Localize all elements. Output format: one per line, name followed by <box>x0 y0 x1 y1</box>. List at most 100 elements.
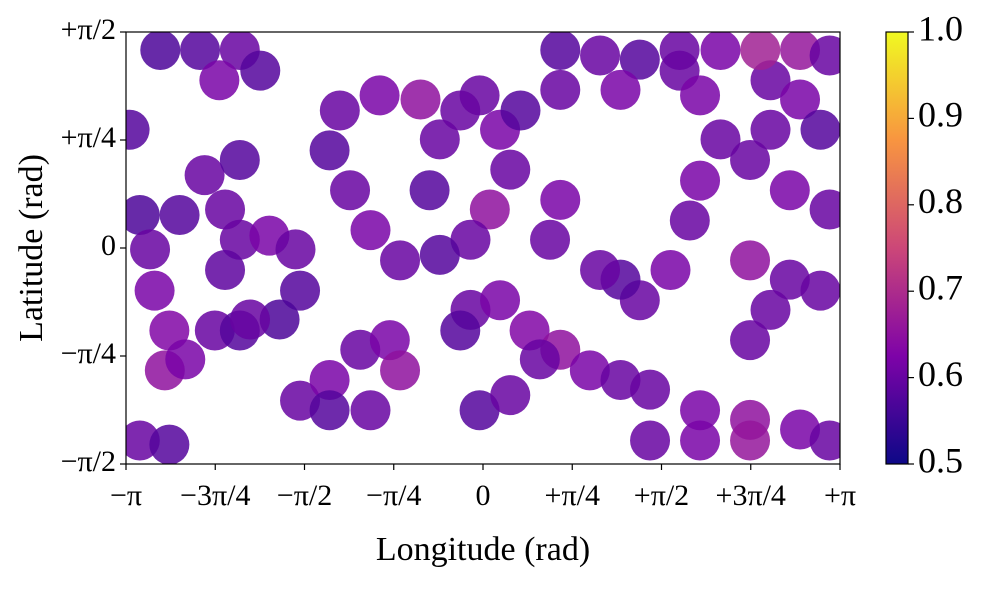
point <box>630 420 671 461</box>
colorbar-tick-label: 0.5 <box>918 440 963 480</box>
point <box>350 210 391 251</box>
point <box>530 219 571 260</box>
point <box>769 170 810 211</box>
point <box>369 320 410 361</box>
y-tick-label: −π/2 <box>61 445 116 478</box>
point <box>180 32 221 70</box>
point <box>400 79 441 120</box>
point <box>680 160 721 201</box>
point <box>469 189 510 230</box>
point <box>750 289 791 330</box>
point <box>275 229 316 270</box>
point <box>240 50 281 91</box>
y-axis-label: Latitude (rad) <box>13 154 50 342</box>
colorbar <box>885 31 909 465</box>
point <box>230 299 271 340</box>
point <box>619 39 660 80</box>
y-tick-label: 0 <box>101 229 116 262</box>
point <box>459 390 500 431</box>
x-tick-label: 0 <box>476 479 491 512</box>
point <box>809 420 840 461</box>
point <box>700 32 741 70</box>
point <box>740 32 781 70</box>
point <box>140 32 181 70</box>
colorbar-tick-label: 1.0 <box>918 8 963 48</box>
colorbar-tick-label: 0.9 <box>918 95 963 135</box>
point <box>149 424 190 464</box>
point <box>730 240 771 281</box>
point <box>450 219 491 260</box>
point <box>359 75 400 116</box>
x-tick-label: −π <box>110 479 142 512</box>
x-tick-label: −3π/4 <box>180 479 250 512</box>
point <box>130 229 171 270</box>
point <box>540 32 581 70</box>
x-tick-label: +π/2 <box>634 479 689 512</box>
point <box>680 390 721 431</box>
point <box>669 200 710 241</box>
point <box>680 75 721 116</box>
point <box>419 234 460 275</box>
point <box>630 369 671 410</box>
point <box>459 75 500 116</box>
point <box>659 32 700 70</box>
x-tick-label: +3π/4 <box>716 479 786 512</box>
x-tick-label: −π/4 <box>366 479 421 512</box>
point <box>259 299 300 340</box>
point <box>750 60 791 101</box>
point <box>780 32 821 70</box>
point <box>126 195 160 235</box>
y-tick-label: −π/4 <box>61 337 116 370</box>
x-tick-label: +π/4 <box>545 479 600 512</box>
point <box>580 35 621 76</box>
x-tick-label: −π/2 <box>277 479 332 512</box>
y-tick-label: +π/2 <box>61 13 116 46</box>
point <box>219 139 260 180</box>
point <box>409 170 450 211</box>
point <box>165 339 206 380</box>
point <box>600 69 641 110</box>
point <box>730 139 771 180</box>
point <box>540 69 581 110</box>
point <box>480 280 521 321</box>
point <box>159 194 200 235</box>
point <box>490 375 531 416</box>
point <box>309 360 350 401</box>
colorbar-tick-label: 0.8 <box>918 181 963 221</box>
point <box>440 310 481 351</box>
point <box>650 250 691 291</box>
point <box>519 339 560 380</box>
point <box>205 250 246 291</box>
point <box>800 270 840 311</box>
point <box>280 270 321 311</box>
point <box>419 119 460 160</box>
points <box>126 32 840 464</box>
point <box>219 219 260 260</box>
point <box>330 170 371 211</box>
point <box>680 420 721 461</box>
point <box>380 350 421 391</box>
x-axis-label: Longitude (rad) <box>376 531 590 568</box>
point <box>540 179 581 220</box>
colorbar-tick-label: 0.6 <box>918 354 963 394</box>
point <box>500 90 541 131</box>
y-tick-label: +π/4 <box>61 121 116 154</box>
point <box>205 189 246 230</box>
point <box>569 350 610 391</box>
point <box>309 130 350 171</box>
colorbar-tick-label: 0.7 <box>918 267 963 307</box>
point <box>199 60 240 101</box>
point <box>769 259 810 300</box>
point <box>750 109 791 150</box>
point <box>309 390 350 431</box>
point <box>809 35 840 76</box>
point <box>319 90 360 131</box>
point <box>134 270 175 311</box>
x-tick-label: +π <box>824 479 856 512</box>
point <box>809 189 840 230</box>
point <box>350 390 391 431</box>
point <box>490 149 531 190</box>
point <box>184 155 225 196</box>
